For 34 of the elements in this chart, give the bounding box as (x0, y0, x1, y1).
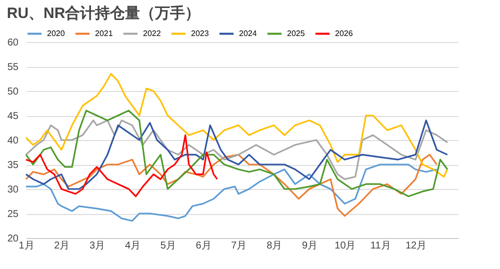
y-tick-label: 40 (7, 136, 19, 146)
x-tick-label: 12月 (405, 240, 427, 252)
line-series (25, 164, 438, 222)
y-tick-label: 60 (7, 38, 19, 48)
x-tick-label: 8月 (266, 240, 282, 252)
y-tick-label: 35 (7, 160, 19, 171)
y-tick-label: 20 (7, 234, 19, 244)
legend-label: 2020 (47, 28, 66, 38)
x-tick-label: 10月 (334, 240, 356, 252)
line-series (25, 134, 218, 198)
x-tick-label: 6月 (196, 240, 212, 252)
legend-label: 2024 (239, 28, 258, 38)
chart-title: RU、NR合计持仓量（万手） (6, 5, 200, 22)
line-series (25, 110, 448, 198)
x-tick-label: 2月 (54, 240, 70, 252)
x-tick-label: 9月 (302, 240, 318, 252)
x-tick-label: 3月 (90, 240, 106, 252)
legend-label: 2026 (335, 28, 354, 38)
legend-label: 2022 (143, 28, 162, 38)
x-tick-label: 7月 (231, 240, 247, 252)
x-tick-label: 11月 (370, 240, 391, 252)
x-tick-label: 5月 (160, 240, 176, 252)
line-series (25, 73, 448, 178)
legend-label: 2023 (191, 28, 210, 38)
y-tick-label: 25 (7, 209, 19, 220)
x-tick-label: 1月 (18, 240, 34, 252)
y-tick-label: 45 (7, 111, 19, 122)
y-tick-label: 55 (7, 62, 19, 73)
y-tick-label: 30 (7, 184, 19, 196)
line-series (25, 154, 438, 217)
y-tick-label: 50 (7, 86, 19, 98)
legend-label: 2021 (95, 28, 114, 38)
x-tick-label: 4月 (124, 240, 141, 252)
legend-label: 2025 (287, 28, 306, 38)
